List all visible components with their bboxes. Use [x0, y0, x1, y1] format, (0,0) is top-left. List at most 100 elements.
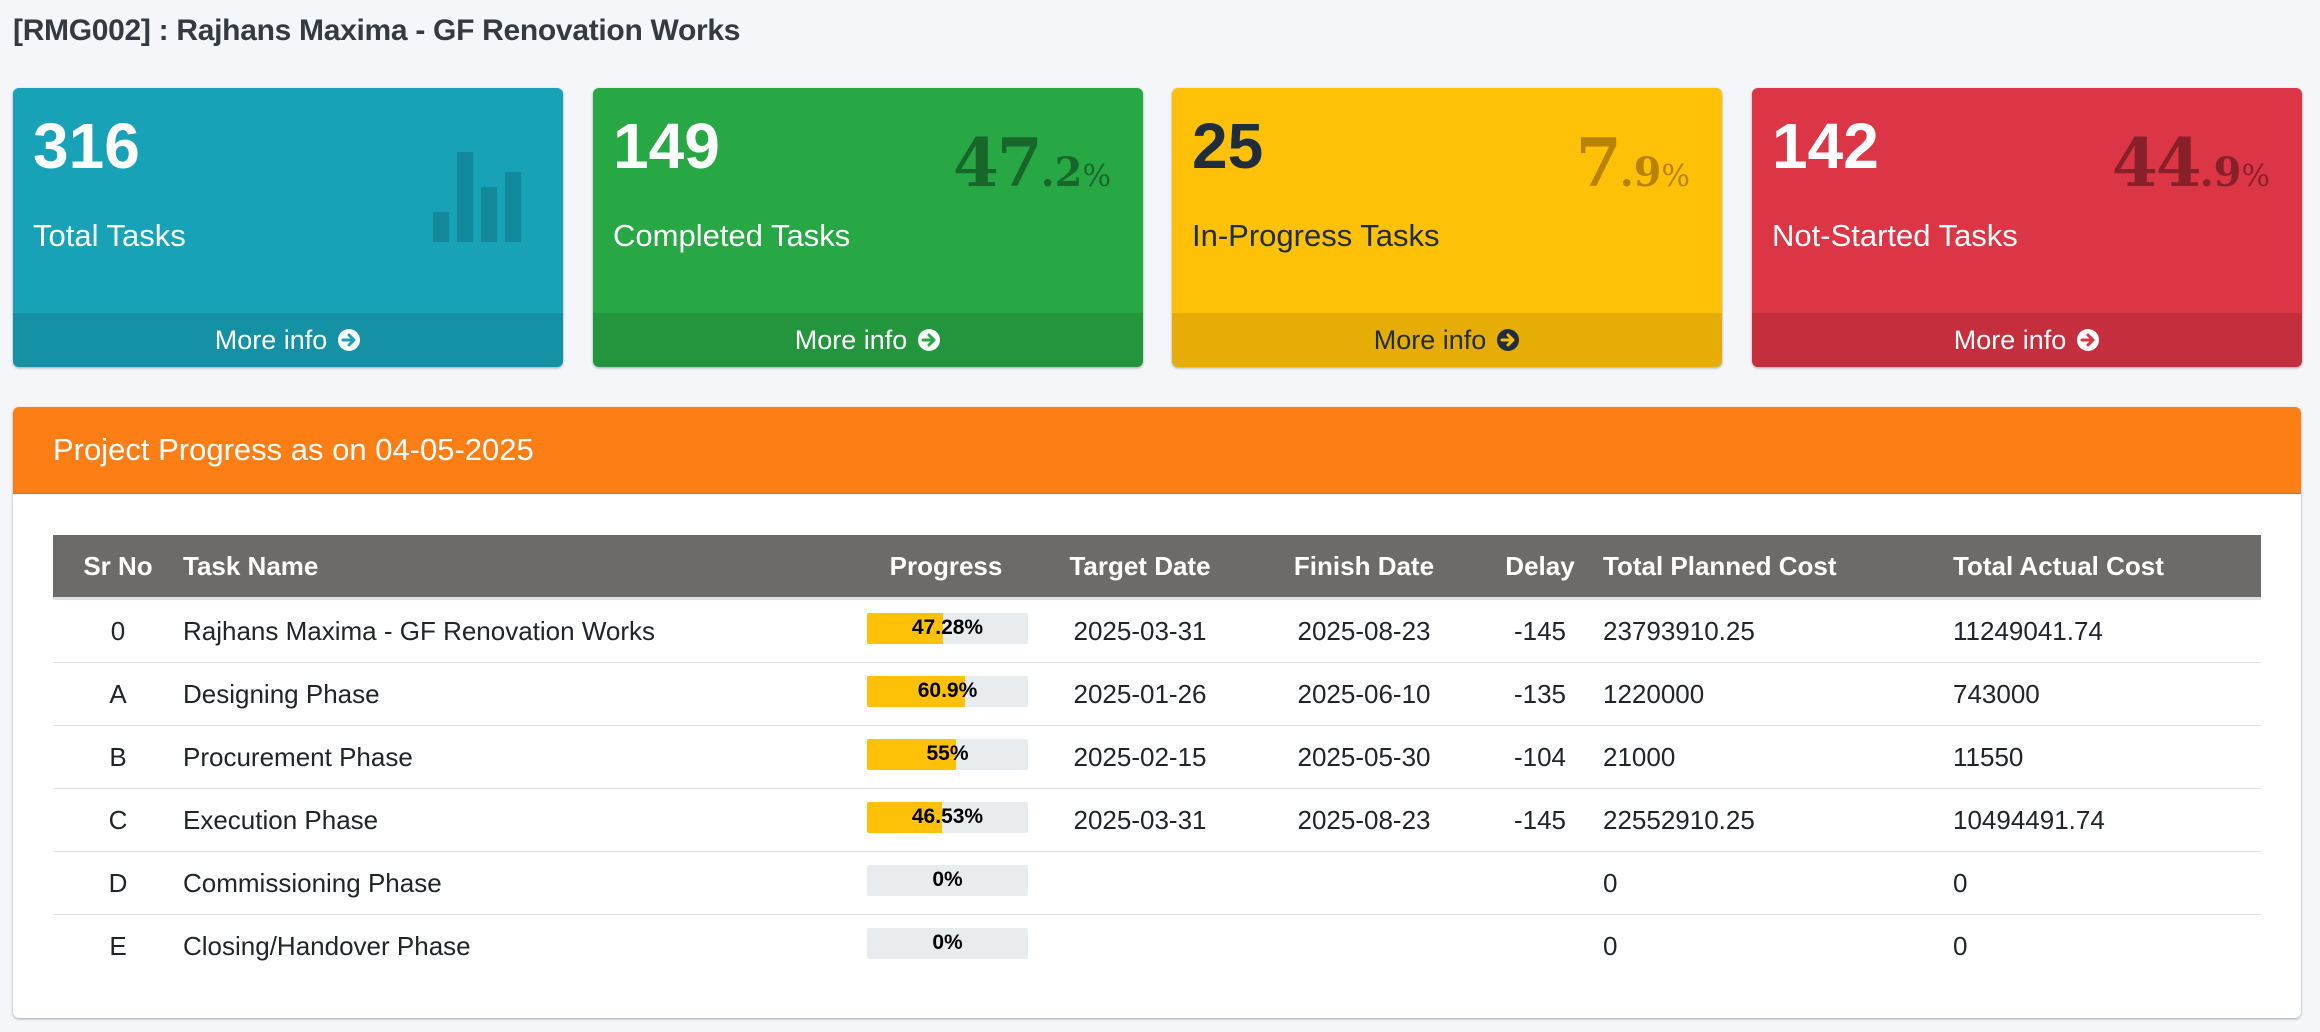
not-started-tasks-count: 142	[1772, 110, 1879, 182]
progress-bar-label: 55%	[926, 742, 969, 765]
cell-sr-no: E	[53, 914, 183, 977]
cell-target-date: 2025-02-15	[1029, 725, 1251, 789]
cell-total-actual-cost: 10494491.74	[1953, 788, 2261, 852]
cell-task-name: Closing/Handover Phase	[183, 914, 863, 977]
cell-sr-no: 0	[110, 615, 126, 646]
more-info-label: More info	[1373, 324, 1487, 355]
not-started-tasks-percent: 44.9%	[2111, 124, 2270, 202]
cell-total-planned-cost: 0	[1603, 914, 1953, 977]
cell-task-name: Procurement Phase	[183, 725, 863, 789]
progress-bar: 60.9%	[867, 675, 1028, 707]
cell-delay	[1477, 851, 1603, 915]
not-started-tasks-box: 142 Not-Started Tasks 44.9% More info	[1752, 88, 2302, 367]
cell-total-actual-cost: 743000	[1953, 662, 2261, 726]
cell-task-name: Commissioning Phase	[183, 851, 863, 915]
cell-total-actual-cost: 0	[1953, 851, 2261, 915]
progress-bar-fill	[867, 738, 956, 770]
column-header-sr-no: Sr No	[53, 535, 183, 600]
progress-bar: 46.53%	[867, 801, 1028, 833]
cell-target-date: 2025-03-31	[1029, 788, 1251, 852]
cell-sr-no: A	[53, 662, 183, 726]
in-progress-tasks-count: 25	[1192, 110, 1264, 182]
project-progress-card: Project Progress as on 04-05-2025 Sr No …	[13, 407, 2301, 1018]
in-progress-tasks-box: 25 In-Progress Tasks 7.9% More info	[1172, 88, 1722, 367]
cell-total-planned-cost: 23793910.25	[1603, 615, 1755, 646]
completed-tasks-count: 149	[613, 110, 720, 182]
cell-finish-date: 2025-08-23	[1251, 788, 1477, 852]
cell-finish-date	[1251, 914, 1477, 977]
cell-progress: 0%	[863, 914, 1029, 977]
cell-total-planned-cost: 0	[1603, 851, 1953, 915]
completed-tasks-box: 149 Completed Tasks 47.2% More info	[593, 88, 1143, 367]
cell-delay: -145	[1513, 615, 1567, 646]
column-header-total-actual-cost: Total Actual Cost	[1953, 535, 2261, 600]
in-progress-tasks-label: In-Progress Tasks	[1192, 218, 1440, 253]
column-header-target-date: Target Date	[1029, 535, 1251, 600]
more-info-label: More info	[794, 324, 908, 355]
cell-delay	[1477, 914, 1603, 977]
table-header-row: Sr No Task Name Progress Target Date Fin…	[53, 535, 2261, 600]
project-progress-table: Sr No Task Name Progress Target Date Fin…	[53, 535, 2261, 977]
cell-progress: 55%	[863, 725, 1029, 789]
cell-sr-no: D	[53, 851, 183, 915]
more-info-label: More info	[214, 324, 328, 355]
stat-boxes: 316 Total Tasks More info 149 Completed …	[13, 88, 2302, 367]
cell-target-date	[1029, 851, 1251, 915]
total-tasks-count: 316	[33, 110, 140, 182]
cell-finish-date: 2025-05-30	[1251, 725, 1477, 789]
cell-total-actual-cost: 11249041.74	[1953, 615, 2103, 646]
table-row: D Commissioning Phase 0% 0 0	[53, 851, 2261, 915]
total-tasks-more-info-link[interactable]: More info	[13, 313, 563, 367]
cell-total-planned-cost: 21000	[1603, 725, 1953, 789]
in-progress-tasks-more-info-link[interactable]: More info	[1172, 313, 1722, 367]
more-info-label: More info	[1953, 324, 2067, 355]
column-header-delay: Delay	[1477, 535, 1603, 600]
cell-target-date	[1029, 914, 1251, 977]
cell-progress: 60.9%	[863, 662, 1029, 726]
cell-progress: 46.53%	[863, 788, 1029, 852]
cell-sr-no: C	[53, 788, 183, 852]
cell-total-planned-cost: 22552910.25	[1603, 788, 1953, 852]
cell-progress: 47.28%	[863, 599, 1029, 663]
cell-finish-date: 2025-08-23	[1297, 615, 1431, 646]
project-progress-header: Project Progress as on 04-05-2025	[13, 407, 2301, 494]
cell-sr-no: B	[53, 725, 183, 789]
page-title: [RMG002] : Rajhans Maxima - GF Renovatio…	[13, 14, 741, 47]
cell-finish-date: 2025-06-10	[1251, 662, 1477, 726]
table-row: E Closing/Handover Phase 0% 0 0	[53, 914, 2261, 977]
progress-bar: 0%	[867, 927, 1028, 959]
progress-bar-fill	[867, 675, 966, 707]
table-row: A Designing Phase 60.9% 2025-01-26 2025-06-1…	[53, 662, 2261, 726]
progress-bar-fill	[867, 801, 942, 833]
cell-total-actual-cost: 11550	[1953, 725, 2261, 789]
bar-chart-icon	[433, 152, 521, 242]
total-tasks-box: 316 Total Tasks More info	[13, 88, 563, 367]
progress-bar: 0%	[867, 864, 1028, 896]
progress-bar-label: 46.53%	[911, 805, 984, 828]
arrow-circle-right-icon	[1497, 329, 1520, 351]
cell-total-actual-cost: 0	[1953, 914, 2261, 977]
completed-tasks-percent: 47.2%	[952, 124, 1111, 202]
progress-bar-label: 47.28%	[911, 616, 984, 639]
cell-total-planned-cost: 1220000	[1603, 662, 1953, 726]
column-header-task-name: Task Name	[183, 535, 863, 600]
completed-tasks-more-info-link[interactable]: More info	[593, 313, 1143, 367]
arrow-circle-right-icon	[338, 329, 361, 351]
progress-bar-label: 0%	[932, 931, 963, 954]
cell-progress: 0%	[863, 851, 1029, 915]
completed-tasks-label: Completed Tasks	[613, 218, 851, 253]
progress-bar: 55%	[867, 738, 1028, 770]
cell-delay: -135	[1477, 662, 1603, 726]
column-header-finish-date: Finish Date	[1251, 535, 1477, 600]
table-row: B Procurement Phase 55% 2025-02-15 2025-05-3…	[53, 725, 2261, 789]
table-row: C Execution Phase 46.53% 2025-03-31 2025-08-…	[53, 788, 2261, 852]
not-started-tasks-more-info-link[interactable]: More info	[1752, 313, 2302, 367]
table-row: 0 Rajhans Maxima - GF Renovation Works 47.…	[53, 599, 2261, 663]
cell-target-date: 2025-03-31	[1073, 615, 1207, 646]
column-header-total-planned-cost: Total Planned Cost	[1603, 535, 1953, 600]
total-tasks-label: Total Tasks	[33, 218, 186, 253]
cell-target-date: 2025-01-26	[1029, 662, 1251, 726]
column-header-progress: Progress	[863, 535, 1029, 600]
progress-bar-label: 0%	[932, 868, 963, 891]
cell-delay: -145	[1477, 788, 1603, 852]
